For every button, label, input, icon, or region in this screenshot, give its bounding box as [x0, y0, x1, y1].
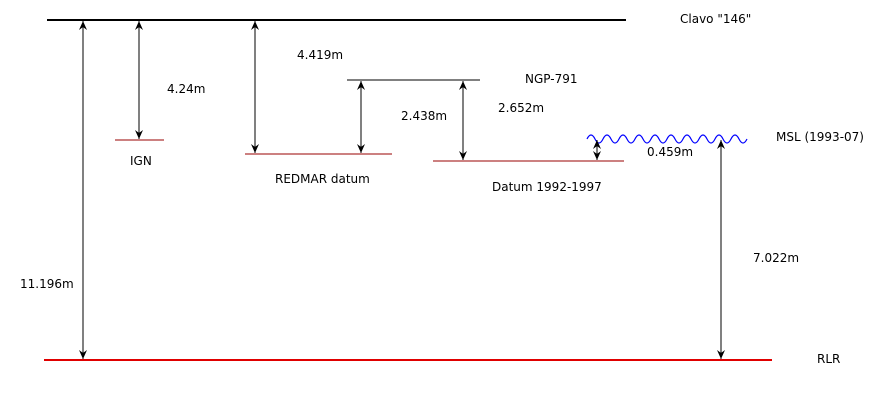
measure-msl-datum: 0.459m — [647, 145, 693, 159]
measure-ngp-datum: 2.652m — [498, 101, 544, 115]
ngp-label: NGP-791 — [525, 72, 577, 86]
datum-1992-label: Datum 1992-1997 — [492, 180, 602, 194]
clavo-label: Clavo "146" — [680, 12, 751, 26]
measure-clavo-redmar: 4.419m — [297, 48, 343, 62]
measure-clavo-rlr: 11.196m — [20, 277, 74, 291]
ign-label: IGN — [130, 154, 152, 168]
measure-clavo-ign: 4.24m — [167, 82, 205, 96]
measure-ngp-redmar: 2.438m — [401, 109, 447, 123]
measure-msl-rlr: 7.022m — [753, 251, 799, 265]
redmar-label: REDMAR datum — [275, 172, 370, 186]
msl-label: MSL (1993-07) — [776, 130, 864, 144]
msl-wave-line — [586, 134, 748, 144]
rlr-label: RLR — [817, 352, 840, 366]
